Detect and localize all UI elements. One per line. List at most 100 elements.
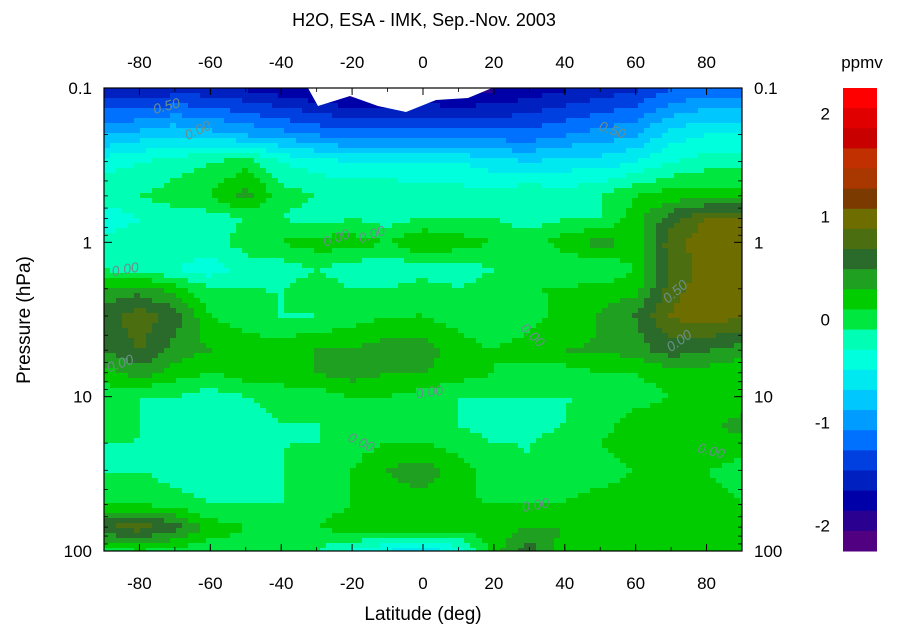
- heatmap-cell: [698, 103, 705, 109]
- heatmap-cell: [164, 208, 171, 214]
- heatmap-cell: [218, 238, 225, 244]
- heatmap-cell: [482, 288, 489, 294]
- heatmap-cell: [500, 188, 507, 194]
- heatmap-cell: [164, 243, 171, 249]
- heatmap-cell: [110, 153, 117, 159]
- heatmap-cell: [164, 268, 171, 274]
- heatmap-cell: [476, 253, 483, 259]
- heatmap-cell: [290, 103, 297, 109]
- heatmap-cell: [260, 203, 267, 209]
- heatmap-cell: [260, 88, 267, 94]
- heatmap-cell: [368, 143, 375, 149]
- heatmap-cell: [608, 128, 615, 134]
- heatmap-cell: [644, 233, 651, 239]
- heatmap-cell: [680, 233, 687, 239]
- heatmap-cell: [524, 93, 531, 99]
- heatmap-cell: [710, 288, 717, 294]
- heatmap-cell: [716, 253, 723, 259]
- heatmap-cell: [518, 138, 525, 144]
- heatmap-cell: [290, 263, 297, 269]
- heatmap-cell: [530, 288, 537, 294]
- heatmap-cell: [392, 248, 399, 254]
- heatmap-cell: [434, 223, 441, 229]
- heatmap-cell: [524, 278, 531, 284]
- heatmap-cell: [692, 273, 699, 279]
- heatmap-cell: [200, 163, 207, 169]
- heatmap-cell: [692, 88, 699, 94]
- heatmap-cell: [386, 108, 393, 114]
- heatmap-cell: [524, 293, 531, 299]
- heatmap-cell: [152, 238, 159, 244]
- heatmap-cell: [224, 183, 231, 189]
- heatmap-cell: [560, 118, 567, 124]
- heatmap-cell: [560, 283, 567, 289]
- heatmap-cell: [608, 178, 615, 184]
- heatmap-cell: [512, 203, 519, 209]
- heatmap-cell: [326, 303, 333, 309]
- heatmap-cell: [506, 148, 513, 154]
- heatmap-cell: [650, 183, 657, 189]
- heatmap-cell: [260, 288, 267, 294]
- heatmap-cell: [200, 258, 207, 264]
- heatmap-cell: [446, 318, 453, 324]
- heatmap-cell: [206, 318, 213, 324]
- heatmap-cell: [386, 303, 393, 309]
- heatmap-cell: [482, 128, 489, 134]
- heatmap-cell: [314, 113, 321, 119]
- heatmap-cell: [242, 263, 249, 269]
- heatmap-cell: [230, 153, 237, 159]
- heatmap-cell: [344, 243, 351, 249]
- heatmap-cell: [290, 128, 297, 134]
- heatmap-cell: [224, 163, 231, 169]
- heatmap-cell: [650, 168, 657, 174]
- heatmap-cell: [404, 288, 411, 294]
- heatmap-cell: [314, 288, 321, 294]
- heatmap-cell: [596, 243, 603, 249]
- heatmap-cell: [272, 263, 279, 269]
- heatmap-cell: [416, 318, 423, 324]
- heatmap-cell: [464, 218, 471, 224]
- heatmap-cell: [182, 183, 189, 189]
- heatmap-cell: [392, 288, 399, 294]
- heatmap-cell: [104, 93, 111, 99]
- heatmap-cell: [650, 173, 657, 179]
- heatmap-cell: [224, 258, 231, 264]
- heatmap-cell: [212, 243, 219, 249]
- heatmap-cell: [572, 293, 579, 299]
- heatmap-cell: [680, 253, 687, 259]
- heatmap-cell: [506, 258, 513, 264]
- heatmap-cell: [380, 143, 387, 149]
- heatmap-cell: [224, 98, 231, 104]
- heatmap-cell: [368, 123, 375, 129]
- heatmap-cell: [560, 123, 567, 129]
- heatmap-cell: [146, 253, 153, 259]
- heatmap-cell: [554, 168, 561, 174]
- heatmap-cell: [728, 288, 735, 294]
- heatmap-cell: [344, 223, 351, 229]
- heatmap-cell: [440, 203, 447, 209]
- heatmap-cell: [284, 168, 291, 174]
- heatmap-cell: [170, 198, 177, 204]
- heatmap-cell: [692, 208, 699, 214]
- heatmap-cell: [314, 148, 321, 154]
- heatmap-cell: [632, 273, 639, 279]
- heatmap-cell: [362, 233, 369, 239]
- heatmap-cell: [692, 233, 699, 239]
- heatmap-cell: [596, 168, 603, 174]
- heatmap-cell: [248, 123, 255, 129]
- heatmap-cell: [536, 198, 543, 204]
- heatmap-cell: [584, 268, 591, 274]
- heatmap-cell: [176, 273, 183, 279]
- heatmap-cell: [704, 253, 711, 259]
- heatmap-cell: [116, 198, 123, 204]
- heatmap-cell: [494, 248, 501, 254]
- heatmap-cell: [578, 248, 585, 254]
- heatmap-cell: [410, 108, 417, 114]
- heatmap-cell: [152, 118, 159, 124]
- heatmap-cell: [116, 238, 123, 244]
- heatmap-cell: [518, 118, 525, 124]
- heatmap-cell: [446, 288, 453, 294]
- heatmap-cell: [524, 313, 531, 319]
- heatmap-cell: [290, 293, 297, 299]
- heatmap-cell: [134, 218, 141, 224]
